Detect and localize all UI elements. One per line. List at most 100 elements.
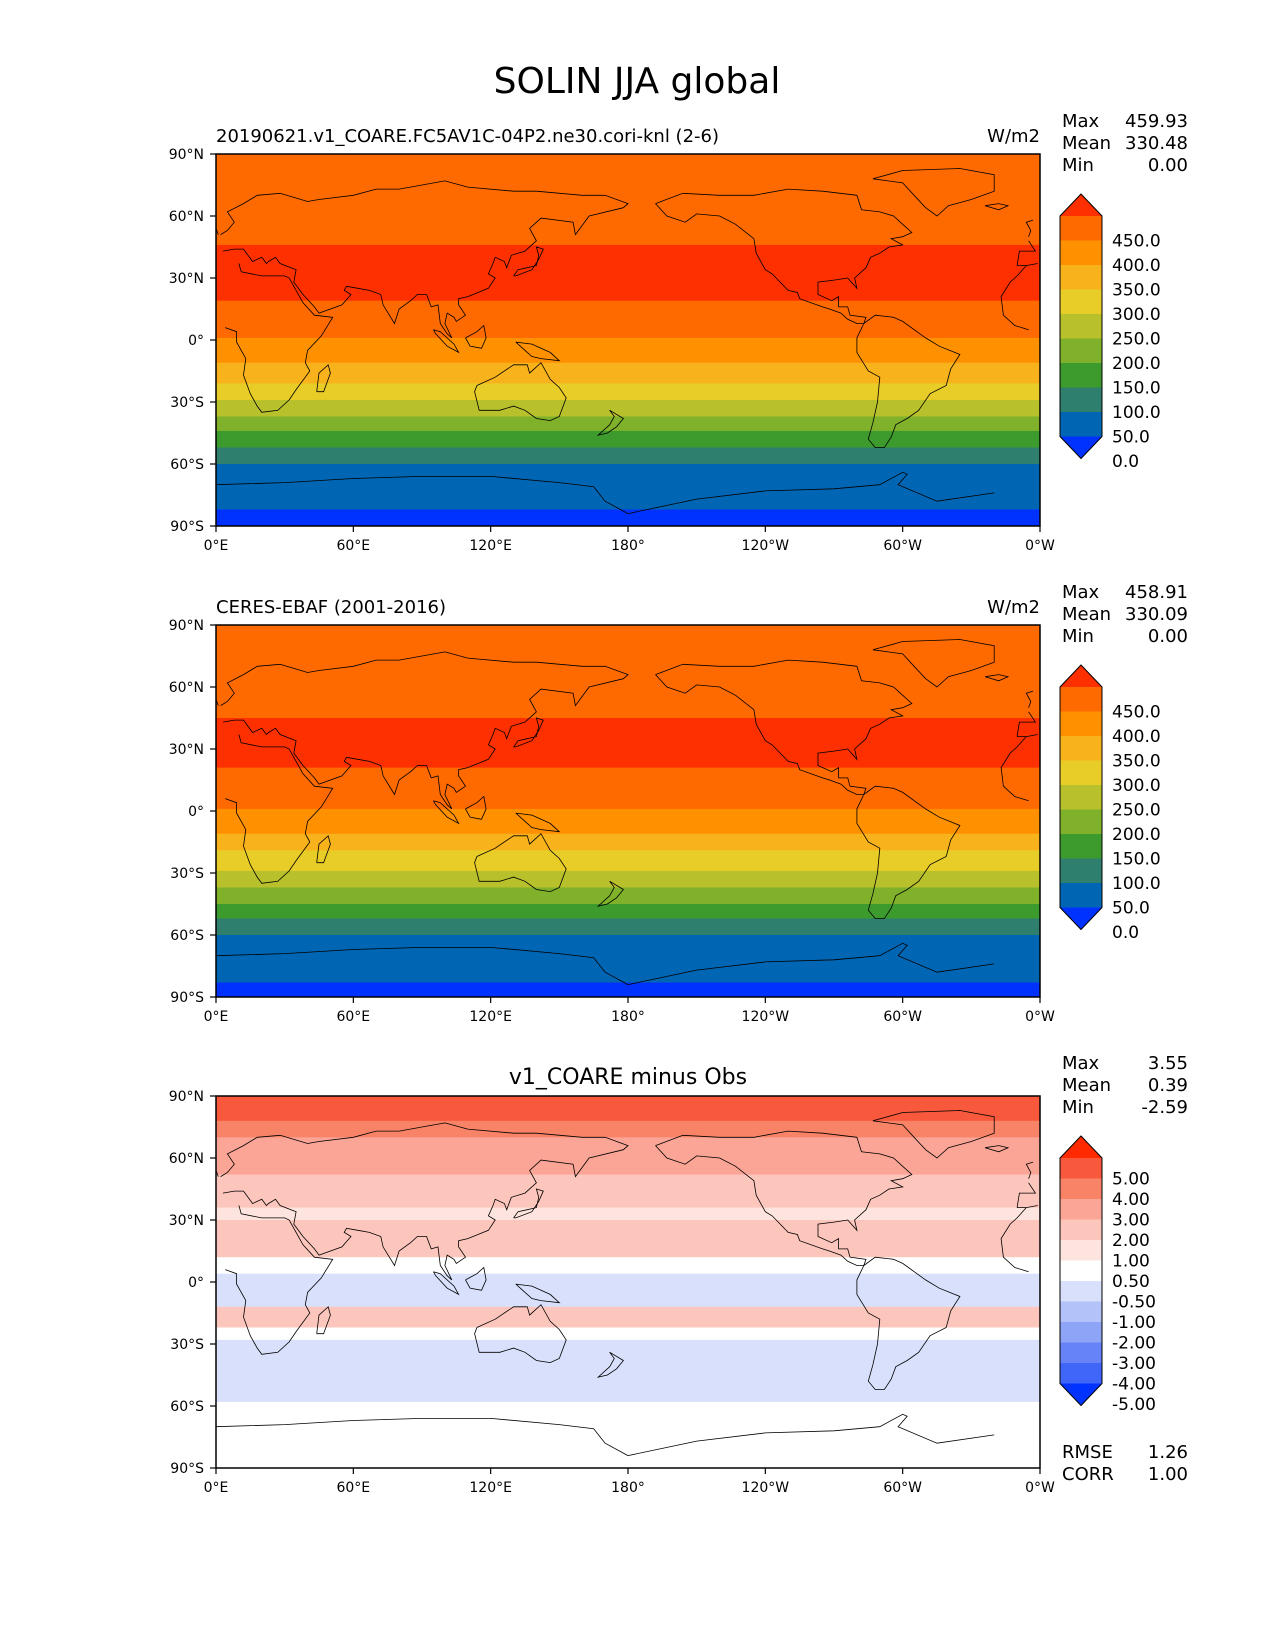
colorbar-segment	[1060, 1158, 1102, 1179]
colorbar-segment	[1060, 1301, 1102, 1323]
lat-band	[216, 509, 1040, 526]
lat-tick-label: 0°	[188, 1275, 204, 1291]
coastline-sameri	[856, 314, 961, 448]
lon-tick-label: 120°E	[469, 1480, 512, 1496]
units-label: W/m2	[987, 126, 1040, 147]
colorbar-outline	[1059, 1135, 1103, 1407]
lon-tick-label: 60°E	[336, 1009, 370, 1025]
lat-band	[216, 870, 1040, 888]
lat-band	[216, 464, 1040, 510]
lon-tick-label: 60°W	[883, 538, 922, 554]
coastline-borneo	[465, 324, 487, 349]
stat-value: 330.48	[1125, 133, 1188, 154]
lat-tick-label: 0°	[188, 333, 204, 349]
colorbar-label: 4.00	[1112, 1190, 1150, 1210]
coastline-madagascar	[316, 835, 331, 864]
lat-tick-label: 60°S	[170, 1399, 204, 1415]
lat-band	[216, 1174, 1040, 1209]
colorbar-segment	[1060, 883, 1102, 908]
rmse-value: 1.26	[1148, 1442, 1188, 1463]
lat-band	[216, 1220, 1040, 1258]
lon-tick-label: 0°W	[1025, 538, 1055, 554]
lat-tick-label: 30°S	[170, 866, 204, 882]
stat-label: Min	[1062, 626, 1094, 647]
lat-band	[216, 1257, 1040, 1275]
lat-band	[216, 1327, 1040, 1341]
lon-tick-label: 120°W	[742, 538, 790, 554]
colorbar-label: 150.0	[1112, 850, 1161, 870]
lat-band	[216, 244, 1040, 302]
coastline-borneo	[465, 1266, 487, 1291]
lat-band	[216, 337, 1040, 364]
lat-tick-label: 30°S	[170, 395, 204, 411]
stat-value: 0.00	[1148, 155, 1188, 176]
coastline-madagascar	[316, 364, 331, 393]
colorbar-label: 100.0	[1112, 874, 1161, 894]
coastline-iceland	[984, 203, 1010, 211]
lat-tick-label: 30°N	[169, 1213, 204, 1229]
colorbar-segment	[1060, 858, 1102, 884]
coastline-japan	[513, 246, 544, 277]
stat-label: Mean	[1062, 1075, 1111, 1096]
lon-tick-label: 120°E	[469, 538, 512, 554]
colorbar-label: -0.50	[1112, 1293, 1156, 1313]
coastline-japan	[513, 1188, 544, 1219]
coastline-sameri	[856, 785, 961, 919]
colorbar-segment	[1060, 1178, 1102, 1200]
colorbar-extend-max	[1060, 665, 1102, 687]
colorbar-label: 3.00	[1112, 1211, 1150, 1231]
colorbar-label: 200.0	[1112, 354, 1161, 374]
coastline-newguinea	[515, 812, 561, 833]
colorbar-outline	[1059, 664, 1103, 931]
colorbar-extend-max	[1060, 1136, 1102, 1158]
stat-label: Min	[1062, 1097, 1094, 1118]
colorbar-label: -3.00	[1112, 1354, 1156, 1374]
colorbar-label: 400.0	[1112, 727, 1161, 747]
lat-tick-label: 90°S	[170, 1461, 204, 1477]
panel-title: v1_COARE minus Obs	[509, 1065, 747, 1090]
lat-band	[216, 300, 1040, 339]
colorbar-label: 450.0	[1112, 703, 1161, 723]
coastline-africa	[225, 1205, 1029, 1355]
lat-band	[216, 416, 1040, 432]
coastline-austral	[474, 1304, 567, 1364]
coastline-africa	[225, 263, 1029, 413]
lat-tick-label: 60°S	[170, 457, 204, 473]
coastline-sumatra	[433, 329, 460, 354]
stat-value: 330.09	[1125, 604, 1188, 625]
coastline-nameri	[655, 188, 913, 324]
colorbar-label: 350.0	[1112, 752, 1161, 772]
rmse-label: RMSE	[1062, 1442, 1113, 1463]
lat-band	[216, 767, 1040, 810]
coastline-antarctica	[216, 942, 995, 985]
colorbar-segment	[1060, 314, 1102, 339]
lat-band	[216, 918, 1040, 936]
lat-band	[216, 383, 1040, 401]
lat-band	[216, 904, 1040, 919]
lat-band	[216, 1306, 1040, 1328]
stat-value: 458.91	[1125, 582, 1188, 603]
lon-tick-label: 0°E	[204, 538, 229, 554]
lat-band	[216, 430, 1040, 448]
colorbar-label: 1.00	[1112, 1252, 1150, 1272]
colorbar-segment	[1060, 338, 1102, 364]
lat-band	[216, 718, 1040, 769]
lat-band	[216, 833, 1040, 851]
stat-value: -2.59	[1141, 1097, 1188, 1118]
lon-tick-label: 180°	[611, 1480, 645, 1496]
colorbar-segment	[1060, 1322, 1102, 1343]
colorbar-segment	[1060, 216, 1102, 241]
colorbar-segment	[1060, 387, 1102, 413]
lon-tick-label: 0°W	[1025, 1009, 1055, 1025]
coastline-iceland	[984, 674, 1010, 682]
coastline-antarctica	[216, 1413, 995, 1456]
colorbar-label: 2.00	[1112, 1231, 1150, 1251]
coastline-nzealand	[596, 1351, 625, 1378]
coastline-japan	[513, 717, 544, 748]
colorbar-extend-max	[1060, 194, 1102, 216]
lat-band	[216, 1273, 1040, 1308]
coastline-madagascar	[316, 1306, 331, 1335]
coastline-newguinea	[515, 341, 561, 362]
colorbar-segment	[1060, 1219, 1102, 1241]
map-field	[216, 154, 1040, 526]
